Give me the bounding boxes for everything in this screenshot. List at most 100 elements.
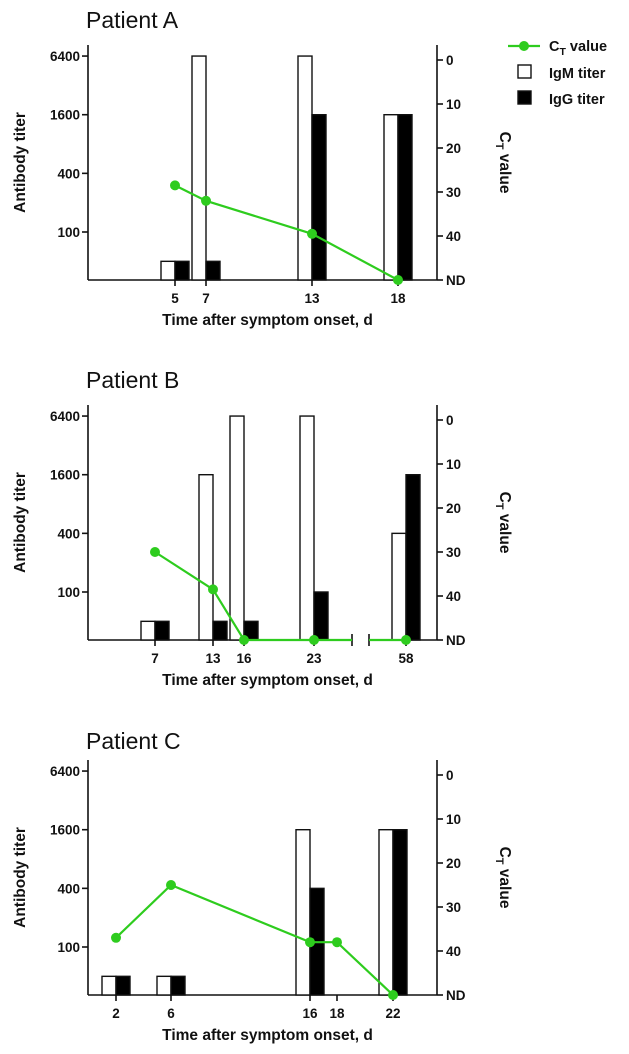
y2-label-suffix: value xyxy=(496,149,513,193)
ct-data-point xyxy=(307,228,317,239)
legend-ct-marker-icon xyxy=(519,41,529,51)
y2-tick-label: 10 xyxy=(446,457,461,472)
y-axis-label: Antibody titer xyxy=(12,112,29,213)
x-tick-label: 7 xyxy=(202,291,210,306)
y2-tick-label: ND xyxy=(446,633,466,648)
x-tick-label: 58 xyxy=(398,651,414,666)
y2-tick-label: 40 xyxy=(446,229,461,244)
chart-panel-2: Patient B 100 400 1600 6400 0 10 20 30 40 ND 7 13 16 2… xyxy=(12,367,513,689)
x-tick-label: 23 xyxy=(306,651,322,666)
igm-bar xyxy=(156,975,172,996)
y2-label-main: C xyxy=(496,847,513,858)
ct-series-line xyxy=(174,184,399,281)
x-axis-label: Time after symptom onset, d xyxy=(162,1027,373,1044)
ct-series-line xyxy=(154,551,406,642)
x-tick-label: 16 xyxy=(302,1006,318,1021)
ct-data-point xyxy=(309,635,319,645)
y2-tick-label: 40 xyxy=(446,944,461,959)
y-axis-label: Antibody titer xyxy=(12,472,29,573)
y2-axis-label: CT value xyxy=(493,132,513,194)
ct-data-point xyxy=(239,635,249,645)
igm-bar xyxy=(299,415,315,641)
y-tick-label: 100 xyxy=(57,940,80,955)
igg-bar xyxy=(170,975,186,996)
igm-bar xyxy=(160,260,176,281)
y-tick-label: 100 xyxy=(57,225,80,240)
legend-igg-label: IgG titer xyxy=(549,92,605,108)
y-axis-label: Antibody titer xyxy=(12,827,29,928)
igg-bar xyxy=(392,829,408,996)
ct-data-point xyxy=(170,180,180,191)
y2-tick-label: ND xyxy=(446,988,466,1003)
legend-ct-sub: T xyxy=(559,46,566,58)
x-tick-label: 5 xyxy=(171,291,179,306)
ct-data-point xyxy=(332,937,342,948)
x-tick-label: 16 xyxy=(236,651,252,666)
chart-panel-1: Patient A 100 400 1600 6400 0 10 20 30 40 ND 5 7 13 18… xyxy=(12,7,513,329)
y-tick-label: 6400 xyxy=(50,409,80,424)
ct-data-point xyxy=(388,990,398,1000)
legend-igm-label: IgM titer xyxy=(549,66,606,82)
legend-ct-label: CT value xyxy=(549,39,607,58)
igg-bar xyxy=(311,114,327,281)
ct-data-point xyxy=(150,547,160,557)
x-tick-label: 2 xyxy=(112,1006,120,1021)
y2-tick-label: 10 xyxy=(446,812,461,827)
legend-ct-main: C xyxy=(549,39,560,55)
y2-tick-label: 20 xyxy=(446,501,461,516)
igg-bar xyxy=(115,975,131,996)
chart-title: Patient C xyxy=(86,728,181,754)
y2-label-suffix: value xyxy=(496,509,513,553)
ct-data-point xyxy=(393,275,403,285)
y-tick-label: 100 xyxy=(57,585,80,600)
x-tick-label: 13 xyxy=(304,291,320,306)
igg-bar xyxy=(397,114,413,281)
y2-label-suffix: value xyxy=(496,864,513,908)
igm-bar xyxy=(229,415,245,641)
y2-tick-label: 30 xyxy=(446,545,461,560)
legend-igg-swatch xyxy=(517,90,532,105)
chart-panel-3: Patient C 100 400 1600 6400 0 10 20 30 40 ND 2 6 16 18… xyxy=(12,728,513,1044)
y2-tick-label: 30 xyxy=(446,900,461,915)
igm-bar xyxy=(378,829,394,996)
y2-tick-label: 30 xyxy=(446,185,461,200)
y-tick-label: 1600 xyxy=(50,468,80,483)
ct-data-point xyxy=(401,635,411,645)
x-tick-label: 18 xyxy=(329,1006,345,1021)
y2-label-sub: T xyxy=(493,503,505,510)
x-axis-label: Time after symptom onset, d xyxy=(162,312,373,329)
y-tick-label: 1600 xyxy=(50,823,80,838)
igg-bar xyxy=(313,591,329,641)
x-tick-label: 18 xyxy=(390,291,406,306)
y2-tick-label: 0 xyxy=(446,53,454,68)
igm-bar xyxy=(295,829,311,996)
y2-label-sub: T xyxy=(493,143,505,150)
x-axis-label: Time after symptom onset, d xyxy=(162,672,373,689)
igm-bar xyxy=(198,474,214,641)
legend: CT value IgM titer IgG titer xyxy=(508,39,607,108)
y-tick-label: 6400 xyxy=(50,49,80,64)
ct-data-point xyxy=(201,195,211,206)
chart-title: Patient A xyxy=(86,7,179,33)
igm-bar xyxy=(140,620,156,641)
y2-label-main: C xyxy=(496,492,513,503)
y2-tick-label: 20 xyxy=(446,141,461,156)
igg-bar xyxy=(405,474,421,641)
ct-data-point xyxy=(305,937,315,948)
x-tick-label: 22 xyxy=(385,1006,400,1021)
legend-igm-swatch xyxy=(517,64,532,79)
y2-tick-label: 0 xyxy=(446,413,454,428)
y-tick-label: 400 xyxy=(57,526,80,541)
y2-tick-label: 20 xyxy=(446,856,461,871)
igm-bar xyxy=(101,975,117,996)
legend-ct-suffix: value xyxy=(566,39,607,55)
x-tick-label: 6 xyxy=(167,1006,175,1021)
igm-bar xyxy=(383,114,399,281)
ct-data-point xyxy=(166,880,176,890)
y-tick-label: 400 xyxy=(57,881,80,896)
igg-bar xyxy=(205,260,221,281)
ct-data-point xyxy=(111,932,121,943)
y-tick-label: 1600 xyxy=(50,108,80,123)
chart-title: Patient B xyxy=(86,367,179,393)
